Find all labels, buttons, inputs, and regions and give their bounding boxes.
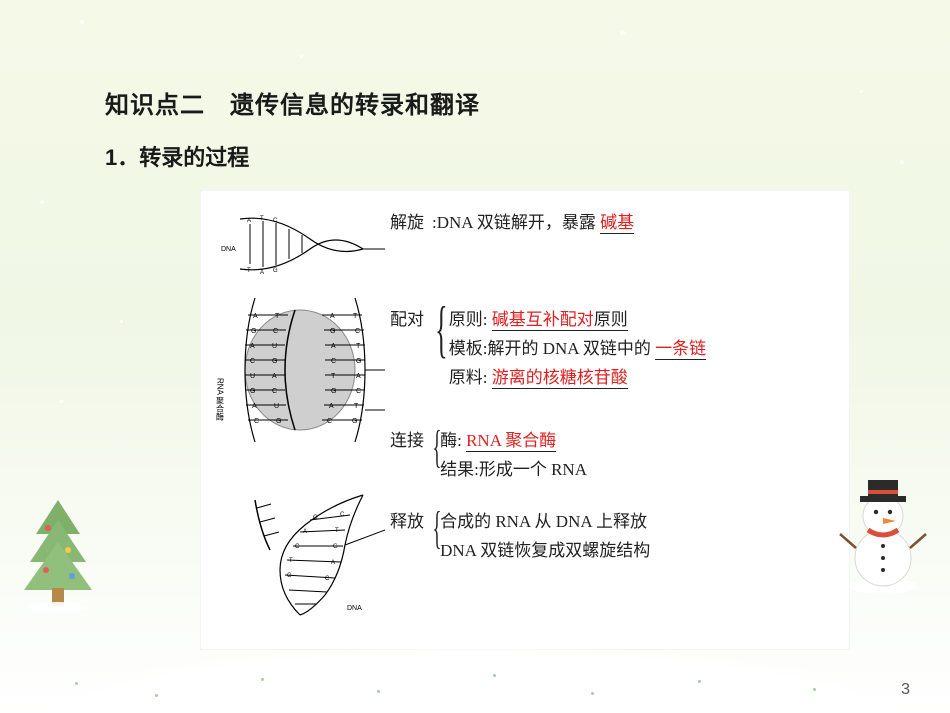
svg-text:U: U [272, 343, 277, 350]
svg-text:T: T [247, 268, 251, 274]
svg-text:T: T [331, 373, 336, 380]
svg-text:G: G [333, 544, 338, 550]
pair-line3-red: 游离的核糖核苷酸 [492, 368, 628, 389]
dna-illustration-middle: ATAT GCGC AUAT CGCG UATA GCGC AUAT CGCG … [215, 290, 390, 455]
snow-dot [60, 400, 63, 403]
link-line1-label: 酶: [440, 431, 462, 450]
svg-text:C: C [272, 388, 277, 395]
svg-text:A: A [247, 218, 251, 224]
step-label: 释放 [390, 508, 432, 537]
step-unwind-prefix: :DNA 双链解开，暴露 [432, 213, 596, 232]
svg-text:G: G [273, 268, 278, 274]
svg-text:C: C [295, 544, 300, 550]
svg-text:T: T [353, 313, 358, 320]
svg-text:T: T [354, 403, 359, 410]
svg-text:A: A [330, 313, 335, 320]
pair-line3-label: 原料: [449, 368, 488, 387]
step-label: 配对 [390, 306, 432, 335]
svg-text:A: A [252, 403, 257, 410]
svg-text:T: T [275, 313, 280, 320]
svg-text:C: C [325, 576, 330, 582]
step-row-release: DNA G C A T C G T A G C 释放{ 合成的 RNA 从 DNA 上释放… [215, 490, 835, 625]
svg-text:G: G [331, 388, 336, 395]
svg-text:C: C [355, 328, 360, 335]
svg-text:T: T [289, 558, 293, 564]
pair-line1-red: 碱基互补配对 [492, 310, 594, 329]
svg-text:U: U [250, 373, 255, 380]
step-unwind-red: 碱基 [600, 213, 634, 234]
ground-dots [30, 663, 920, 703]
svg-text:A: A [331, 343, 336, 350]
svg-text:G: G [250, 388, 255, 395]
page-number: 3 [901, 681, 910, 699]
pair-line2-label: 模板: [449, 339, 488, 358]
svg-text:C: C [273, 328, 278, 335]
page-subtitle: 1．转录的过程 [105, 140, 480, 172]
svg-text:G: G [330, 328, 335, 335]
pair-line1-suffix: 原则 [594, 310, 628, 329]
svg-text:C: C [356, 388, 361, 395]
step-label: 连接 [390, 427, 432, 456]
pair-line2-prefix: 解开的 DNA 双链中的 [487, 339, 650, 358]
pair-line1-label: 原则: [449, 310, 488, 329]
svg-text:C: C [254, 418, 259, 425]
svg-text:G: G [276, 418, 281, 425]
snow-dot [300, 55, 303, 58]
dna-illustration-top: DNA A T T A C G [215, 209, 390, 284]
step-release-text: 释放{ 合成的 RNA 从 DNA 上释放 DNA 双链恢复成双螺旋结构 [390, 508, 650, 566]
step-row-unwind: DNA A T T A C G 解旋:DNA 双链解开，暴露 碱基 [215, 209, 835, 284]
link-line1-red: RNA 聚合酶 [466, 431, 556, 452]
svg-text:A: A [250, 343, 255, 350]
svg-text:G: G [272, 358, 277, 365]
svg-text:A: A [329, 403, 334, 410]
svg-text:T: T [260, 216, 264, 222]
svg-text:C: C [273, 218, 278, 224]
brace-icon: { [433, 433, 442, 461]
diagram-container: DNA A T T A C G 解旋:DNA 双链解开，暴露 碱基 [200, 190, 850, 650]
brace-icon: { [435, 310, 447, 348]
snowman-decoration [838, 458, 928, 603]
svg-text:A: A [331, 560, 335, 566]
snow-dot [40, 200, 44, 204]
step-label: 解旋 [390, 209, 432, 238]
svg-text:G: G [313, 515, 318, 521]
svg-text:A: A [260, 270, 264, 276]
svg-text:G: G [287, 573, 292, 579]
page-title: 知识点二 遗传信息的转录和翻译 [105, 85, 480, 120]
svg-text:C: C [327, 418, 332, 425]
snow-dot [120, 320, 123, 323]
svg-text:G: G [356, 358, 361, 365]
brace-icon: { [433, 514, 442, 542]
svg-text:A: A [356, 373, 361, 380]
dna-illustration-bottom: DNA G C A T C G T A G C [215, 490, 390, 625]
svg-text:RNA 聚合酶: RNA 聚合酶 [216, 378, 225, 422]
svg-text:DNA: DNA [221, 246, 236, 253]
svg-text:T: T [356, 343, 361, 350]
heading-section: 知识点二 遗传信息的转录和翻译 1．转录的过程 [105, 85, 480, 172]
snow-dot [860, 90, 863, 93]
svg-text:C: C [331, 358, 336, 365]
release-line1: 合成的 RNA 从 DNA 上释放 [440, 508, 650, 537]
step-pair-text: 配对{ 原则: 碱基互补配对原则 模板:解开的 DNA 双链中的 一条链 原料:… [390, 306, 706, 484]
svg-text:U: U [274, 403, 279, 410]
svg-text:G: G [352, 418, 357, 425]
svg-text:DNA: DNA [347, 605, 362, 612]
svg-text:G: G [251, 328, 256, 335]
svg-text:T: T [335, 528, 339, 534]
link-line2-label: 结果: [440, 460, 479, 479]
link-line2-text: 形成一个 RNA [479, 460, 587, 479]
snow-dot [620, 30, 625, 35]
svg-text:C: C [340, 512, 345, 518]
step-unwind-text: 解旋:DNA 双链解开，暴露 碱基 [390, 209, 634, 238]
pair-line2-red: 一条链 [655, 339, 706, 360]
svg-text:A: A [253, 313, 258, 320]
svg-text:C: C [250, 358, 255, 365]
step-row-pair: ATAT GCGC AUAT CGCG UATA GCGC AUAT CGCG … [215, 290, 835, 484]
release-line2: DNA 双链恢复成双螺旋结构 [440, 537, 650, 566]
snow-dot [80, 20, 84, 24]
snow-dot [900, 160, 904, 164]
svg-text:A: A [303, 529, 307, 535]
svg-text:A: A [272, 373, 277, 380]
tree-decoration [18, 492, 98, 617]
